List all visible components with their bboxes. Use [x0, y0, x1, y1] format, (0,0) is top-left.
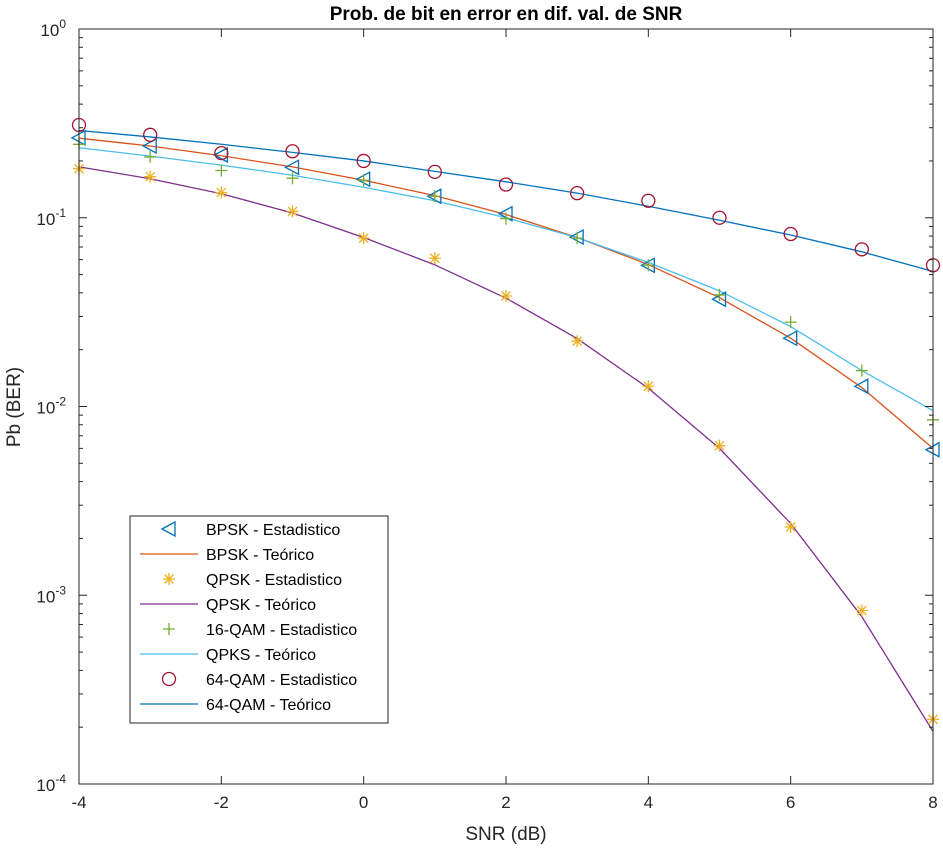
legend-label: 64-QAM - Teórico	[206, 697, 331, 714]
legend-marker	[160, 520, 176, 538]
data-point	[642, 259, 655, 272]
x-tick-label: 8	[928, 793, 937, 812]
y-tick-label: 10-1	[36, 206, 66, 229]
y-tick-label: 10-3	[36, 583, 66, 606]
legend-entry: 64-QAM - Estadistico	[161, 671, 357, 689]
data-point	[284, 159, 300, 176]
legend-entry: 16-QAM - Estadistico	[163, 622, 357, 639]
data-point	[143, 127, 158, 142]
x-tick-label: -2	[214, 793, 229, 812]
data-point	[144, 170, 157, 183]
x-tick-label: -4	[71, 793, 86, 812]
data-point	[782, 330, 798, 347]
legend-label: BPSK - Estadistico	[206, 522, 340, 539]
data-point	[214, 145, 229, 161]
y-tick-label: 10-2	[36, 395, 66, 418]
data-point	[144, 150, 157, 163]
legend: BPSK - Estadistico BPSK - Teórico QPSK - E…	[129, 515, 389, 724]
legend-label: QPSK - Teórico	[206, 597, 316, 614]
data-point	[783, 226, 798, 242]
data-point	[356, 153, 371, 169]
y-tick-label: 100	[40, 17, 66, 40]
data-point	[498, 177, 514, 192]
data-point	[285, 144, 300, 159]
legend-entry: QPSK - Teórico	[140, 597, 316, 614]
data-point	[141, 137, 157, 155]
legend-entry: 64-QAM - Teórico	[140, 697, 331, 714]
data-point	[570, 185, 585, 201]
data-point	[500, 289, 512, 302]
legend-label: 16-QAM - Estadistico	[206, 622, 357, 639]
data-point	[712, 210, 727, 225]
y-axis-label: Pb (BER)	[4, 367, 25, 447]
data-point	[428, 252, 441, 265]
data-point	[428, 190, 441, 203]
data-point	[215, 186, 228, 199]
legend-label: BPSK - Teórico	[206, 547, 314, 564]
legend-marker	[161, 671, 177, 687]
data-point	[854, 242, 869, 257]
data-point	[427, 164, 442, 180]
legend-marker	[163, 573, 175, 585]
data-point	[500, 212, 512, 225]
series-line-7	[78, 129, 934, 272]
y-tick-label: 10-4	[36, 772, 66, 795]
data-point	[853, 378, 869, 395]
legend-marker	[163, 623, 175, 635]
data-point	[855, 604, 868, 617]
data-point	[784, 316, 797, 329]
legend-label: QPSK - Estadistico	[206, 572, 342, 589]
legend-label: QPKS - Teórico	[206, 647, 316, 664]
x-axis-label: SNR (dB)	[465, 824, 546, 845]
legend-entry: QPSK - Estadistico	[163, 572, 342, 589]
data-point	[215, 164, 228, 177]
legend-entry: QPKS - Teórico	[140, 647, 316, 664]
legend-entry: BPSK - Teórico	[140, 547, 314, 564]
x-tick-label: 0	[359, 793, 368, 812]
data-point	[855, 364, 868, 377]
data-point	[713, 288, 726, 301]
data-point	[784, 520, 797, 533]
data-point	[357, 232, 370, 245]
chart-title: Prob. de bit en error en dif. val. de SN…	[330, 4, 683, 25]
data-point	[641, 193, 656, 208]
axes-layer: -4 -2 0 2 4 6 8 10-4 10-3 10-2 10-1 100	[36, 17, 937, 812]
data-point	[642, 380, 655, 393]
data-point	[357, 174, 370, 187]
legend-label: 64-QAM - Estadistico	[206, 672, 357, 689]
x-tick-label: 6	[786, 793, 795, 812]
legend-entry: BPSK - Estadistico	[160, 520, 340, 539]
data-point	[571, 335, 584, 348]
data-point	[571, 232, 584, 245]
data-point	[713, 439, 726, 452]
x-tick-label: 4	[644, 793, 653, 812]
legend-box	[129, 515, 389, 724]
x-tick-label: 2	[501, 793, 510, 812]
data-point	[286, 172, 299, 185]
data-point	[286, 205, 299, 218]
series-layer	[70, 117, 941, 732]
